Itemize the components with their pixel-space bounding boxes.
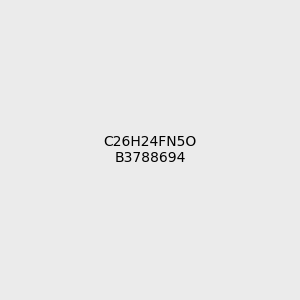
Text: C26H24FN5O
B3788694: C26H24FN5O B3788694 — [103, 135, 196, 165]
